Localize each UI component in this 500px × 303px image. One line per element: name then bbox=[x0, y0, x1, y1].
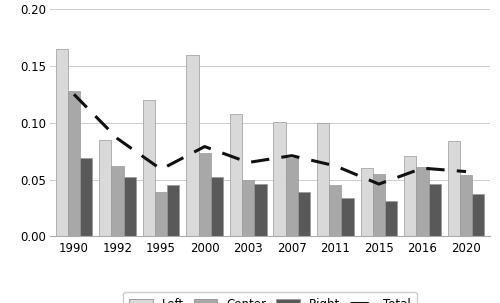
Bar bbox=[373, 174, 385, 236]
Bar bbox=[167, 185, 179, 236]
Bar bbox=[198, 153, 211, 236]
Bar bbox=[385, 201, 397, 236]
Legend: Left, Center, Right, Total: Left, Center, Right, Total bbox=[124, 292, 416, 303]
Bar bbox=[124, 177, 136, 236]
Bar bbox=[143, 100, 155, 236]
Bar bbox=[460, 175, 472, 236]
Bar bbox=[329, 185, 342, 236]
Bar bbox=[254, 184, 266, 236]
Bar bbox=[56, 49, 68, 236]
Bar bbox=[274, 122, 285, 236]
Bar bbox=[242, 179, 254, 236]
Bar bbox=[448, 141, 460, 236]
Bar bbox=[186, 55, 198, 236]
Bar bbox=[342, 198, 353, 236]
Bar bbox=[99, 140, 112, 236]
Bar bbox=[360, 168, 373, 236]
Bar bbox=[155, 192, 167, 236]
Bar bbox=[211, 177, 223, 236]
Bar bbox=[230, 114, 242, 236]
Bar bbox=[428, 184, 441, 236]
Bar bbox=[317, 123, 329, 236]
Bar bbox=[286, 158, 298, 236]
Bar bbox=[416, 167, 428, 236]
Bar bbox=[68, 91, 80, 236]
Bar bbox=[472, 194, 484, 236]
Bar bbox=[404, 156, 416, 236]
Bar bbox=[298, 192, 310, 236]
Bar bbox=[112, 166, 124, 236]
Bar bbox=[80, 158, 92, 236]
